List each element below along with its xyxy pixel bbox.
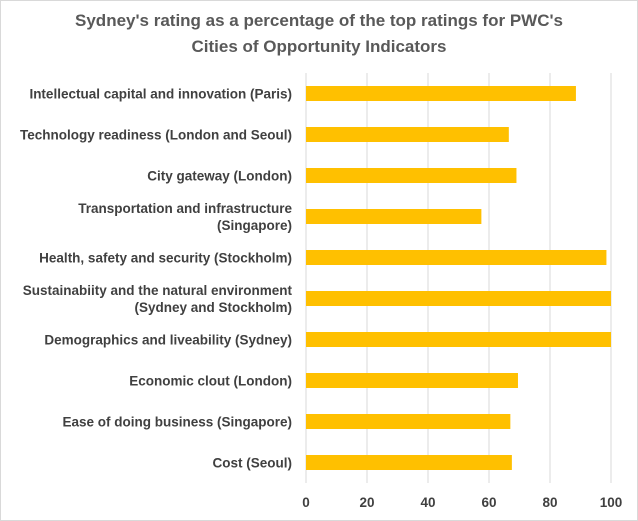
x-tick-label: 60	[481, 495, 496, 510]
x-tick-label: 40	[420, 495, 435, 510]
bar	[306, 250, 607, 265]
bar	[306, 209, 482, 224]
category-label: Demographics and liveability (Sydney)	[44, 333, 292, 348]
category-label: Intellectual capital and innovation (Par…	[29, 87, 292, 102]
category-label: Technology readiness (London and Seoul)	[20, 128, 292, 143]
x-axis-tick-labels: 0 20 40 60 80 100	[302, 495, 622, 510]
category-label: Economic clout (London)	[129, 374, 292, 389]
category-label: Health, safety and security (Stockholm)	[39, 251, 292, 266]
category-labels: Intellectual capital and innovation (Par…	[20, 87, 293, 471]
x-tick-label: 100	[600, 495, 623, 510]
bar	[306, 127, 509, 142]
chart-title-line-2: Cities of Opportunity Indicators	[191, 37, 446, 56]
bar	[306, 86, 576, 101]
bar	[306, 168, 517, 183]
bar	[306, 455, 512, 470]
chart-title-line-1: Sydney's rating as a percentage of the t…	[75, 11, 563, 30]
chart-title: Sydney's rating as a percentage of the t…	[75, 11, 563, 56]
category-label: Ease of doing business (Singapore)	[62, 415, 292, 430]
bars	[306, 86, 611, 470]
bar	[306, 373, 518, 388]
bar	[306, 414, 511, 429]
category-label: (Singapore)	[217, 218, 292, 233]
category-label: Cost (Seoul)	[213, 456, 293, 471]
x-tick-label: 20	[359, 495, 374, 510]
x-tick-label: 0	[302, 495, 310, 510]
category-label: City gateway (London)	[147, 169, 292, 184]
category-label: (Sydney and Stockholm)	[134, 300, 292, 315]
bar	[306, 291, 611, 306]
bar	[306, 332, 611, 347]
category-label: Transportation and infrastructure	[78, 201, 292, 216]
category-label: Sustainabiity and the natural environmen…	[23, 283, 293, 298]
x-tick-label: 80	[542, 495, 557, 510]
